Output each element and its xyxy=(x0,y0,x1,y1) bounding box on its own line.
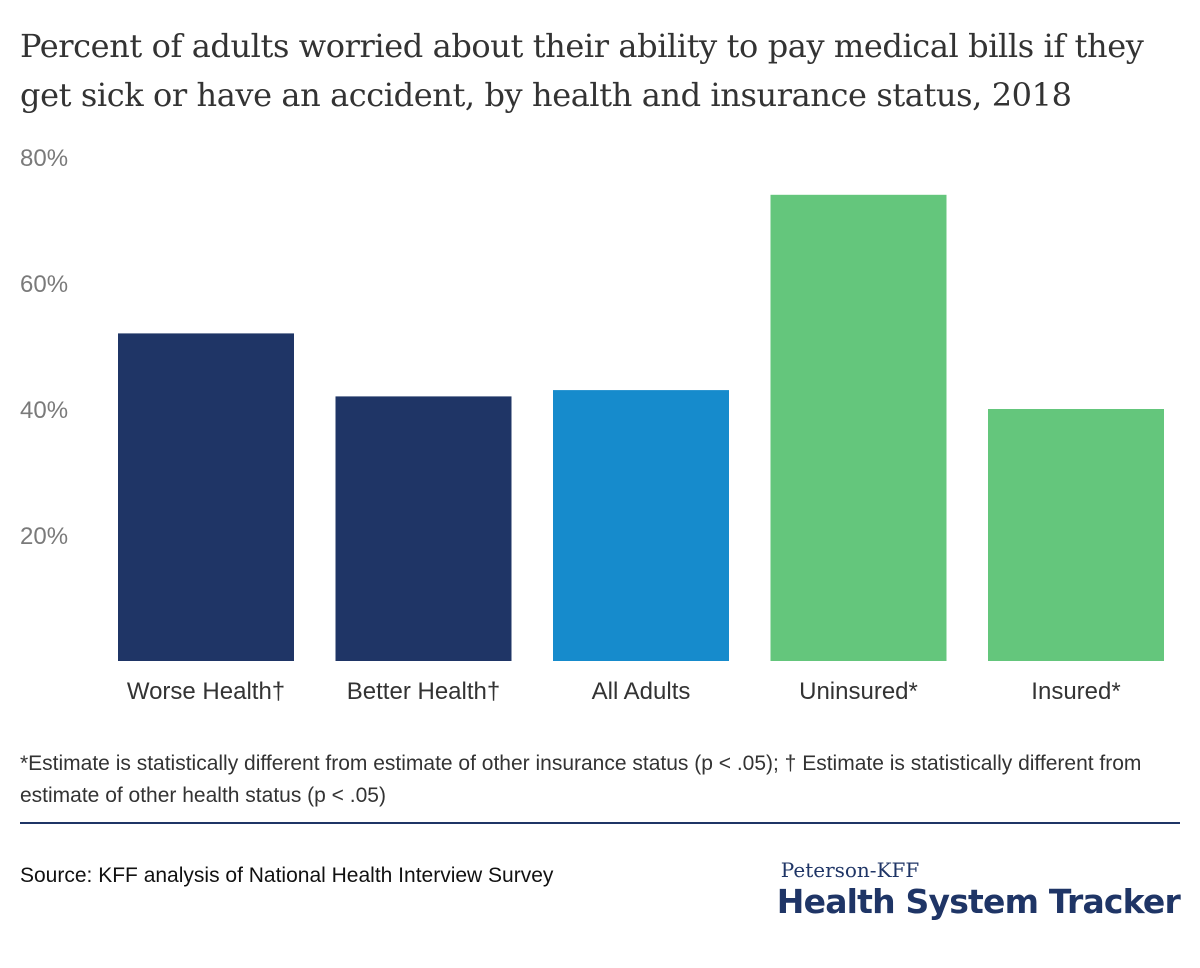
footnote: *Estimate is statistically different fro… xyxy=(20,752,1142,807)
bar xyxy=(335,396,512,661)
brand-logo-top: Peterson-KFF xyxy=(780,858,920,882)
x-category-label: Uninsured* xyxy=(799,678,918,705)
x-category-label: All Adults xyxy=(592,678,691,705)
y-tick-label: 80% xyxy=(20,145,68,172)
y-tick-label: 20% xyxy=(20,523,68,550)
source-note: Source: KFF analysis of National Health … xyxy=(20,864,554,887)
x-category-label: Insured* xyxy=(1031,678,1120,705)
bar xyxy=(118,333,294,661)
x-category-label: Better Health† xyxy=(347,678,500,705)
bar xyxy=(553,390,729,661)
y-tick-label: 40% xyxy=(20,397,68,424)
bar xyxy=(770,194,947,662)
bar xyxy=(988,409,1164,661)
brand-logo-main: Health System Tracker xyxy=(776,882,1181,921)
chart-title: Percent of adults worried about their ab… xyxy=(20,27,1144,114)
brand-logo: Peterson-KFF Health System Tracker xyxy=(776,858,1181,921)
divider-rule xyxy=(20,822,1180,824)
y-tick-label: 60% xyxy=(20,271,68,298)
x-category-label: Worse Health† xyxy=(127,678,285,705)
bar-chart: 20% 40% 60% 80% Worse Health† Better Health† A… xyxy=(20,145,1164,705)
